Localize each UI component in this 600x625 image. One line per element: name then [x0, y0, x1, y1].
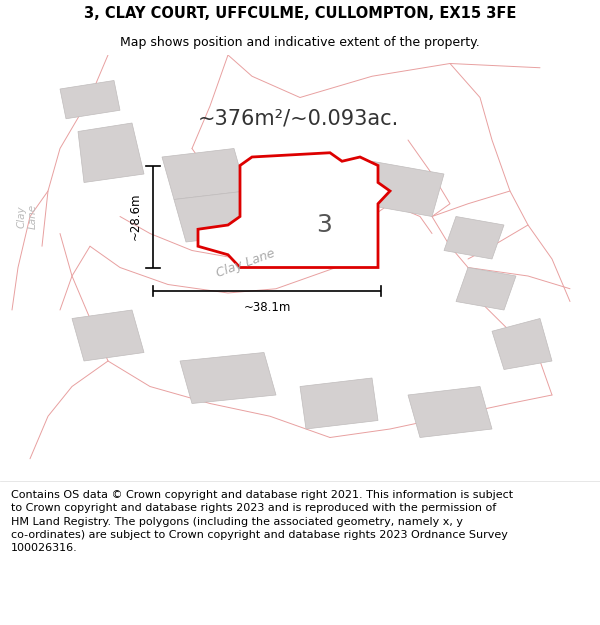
- Polygon shape: [360, 161, 444, 216]
- Text: Map shows position and indicative extent of the property.: Map shows position and indicative extent…: [120, 36, 480, 49]
- Polygon shape: [78, 123, 144, 182]
- Text: 3: 3: [316, 213, 332, 237]
- Polygon shape: [162, 149, 246, 199]
- Polygon shape: [492, 319, 552, 369]
- Text: ~376m²/~0.093ac.: ~376m²/~0.093ac.: [198, 109, 399, 129]
- Text: ~28.6m: ~28.6m: [128, 192, 142, 240]
- Text: Clay
Lane: Clay Lane: [16, 204, 38, 229]
- Polygon shape: [60, 81, 120, 119]
- Text: ~38.1m: ~38.1m: [244, 301, 290, 314]
- Polygon shape: [198, 152, 390, 268]
- Text: Contains OS data © Crown copyright and database right 2021. This information is : Contains OS data © Crown copyright and d…: [11, 490, 513, 553]
- Polygon shape: [456, 268, 516, 310]
- Polygon shape: [72, 310, 144, 361]
- Polygon shape: [408, 386, 492, 438]
- Text: 3, CLAY COURT, UFFCULME, CULLOMPTON, EX15 3FE: 3, CLAY COURT, UFFCULME, CULLOMPTON, EX1…: [84, 6, 516, 21]
- Polygon shape: [300, 378, 378, 429]
- Polygon shape: [174, 191, 258, 242]
- Text: Clay Lane: Clay Lane: [215, 247, 277, 280]
- Polygon shape: [444, 216, 504, 259]
- Polygon shape: [180, 352, 276, 404]
